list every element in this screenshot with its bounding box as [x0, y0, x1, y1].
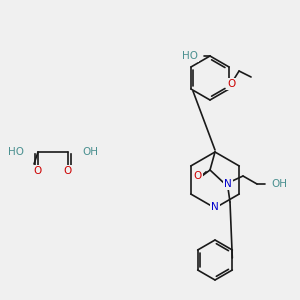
- Text: HO: HO: [8, 147, 24, 157]
- Text: OH: OH: [82, 147, 98, 157]
- Text: O: O: [227, 79, 235, 89]
- Text: O: O: [64, 166, 72, 176]
- Text: O: O: [194, 171, 202, 181]
- Text: HO: HO: [182, 51, 198, 61]
- Text: OH: OH: [271, 179, 287, 189]
- Text: O: O: [34, 166, 42, 176]
- Text: N: N: [224, 179, 232, 189]
- Text: N: N: [211, 202, 219, 212]
